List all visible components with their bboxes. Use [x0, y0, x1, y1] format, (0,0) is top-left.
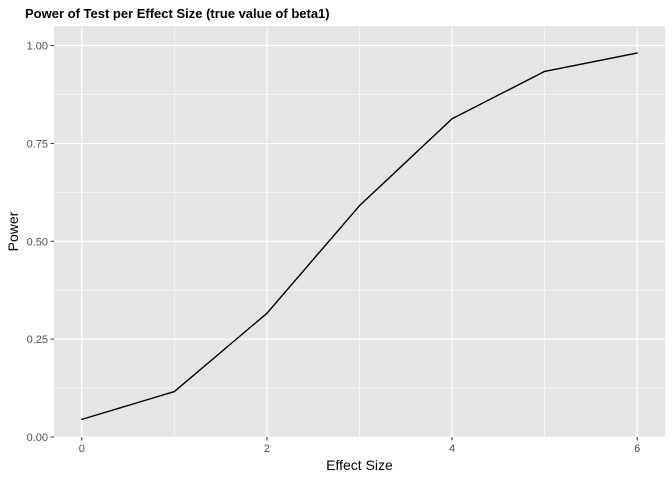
y-tick-label: 0.50 — [27, 236, 48, 248]
data-point — [266, 312, 268, 314]
x-axis: 0 2 4 6 — [79, 437, 640, 455]
chart-title: Power of Test per Effect Size (true valu… — [25, 6, 330, 21]
minor-gridlines — [54, 26, 665, 437]
data-point — [358, 205, 361, 207]
y-tick-label: 0.00 — [27, 432, 48, 444]
data-point — [173, 390, 175, 393]
y-axis-title: Power — [5, 211, 21, 251]
data-point — [451, 118, 453, 120]
y-tick-label: 0.25 — [27, 334, 48, 346]
y-tick-label: 1.00 — [27, 41, 48, 53]
data-point — [636, 52, 638, 54]
y-tick-label: 0.75 — [27, 138, 48, 150]
data-point — [81, 418, 83, 420]
x-tick-label: 4 — [449, 443, 455, 455]
major-gridlines — [54, 26, 665, 438]
x-tick-label: 0 — [79, 443, 85, 455]
x-tick-label: 6 — [634, 443, 640, 455]
x-axis-title: Effect Size — [326, 457, 393, 473]
data-points — [81, 52, 638, 420]
x-tick-label: 2 — [264, 443, 270, 455]
y-axis: 0.00 0.25 0.50 0.75 1.00 — [27, 41, 54, 444]
data-point — [544, 70, 546, 73]
